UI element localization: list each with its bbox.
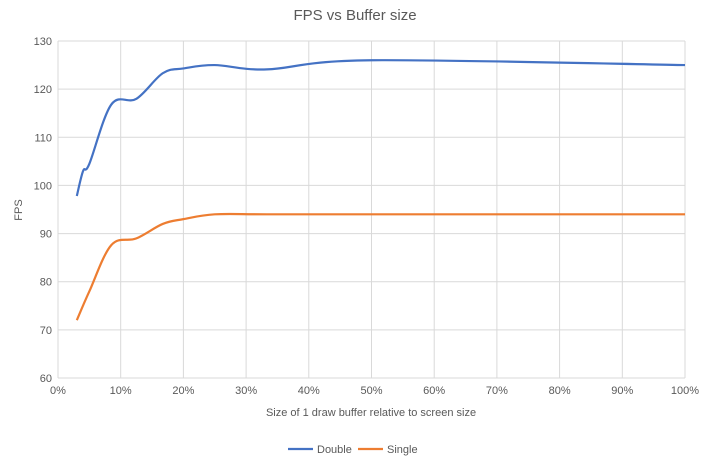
legend-label: Single xyxy=(387,444,418,456)
y-tick-label: 80 xyxy=(40,277,52,289)
legend: Double Single xyxy=(288,444,418,456)
x-tick-label: 60% xyxy=(423,385,445,397)
chart-title: FPS vs Buffer size xyxy=(293,7,416,24)
x-axis-label: Size of 1 draw buffer relative to screen… xyxy=(266,407,476,419)
y-tick-label: 90 xyxy=(40,229,52,241)
y-tick-label: 130 xyxy=(34,36,52,48)
y-tick-label: 70 xyxy=(40,325,52,337)
y-tick-label: 110 xyxy=(34,132,52,144)
y-tick-label: 100 xyxy=(34,180,52,192)
x-tick-label: 30% xyxy=(235,385,257,397)
y-tick-label: 60 xyxy=(40,373,52,385)
series-line-single xyxy=(75,212,685,321)
x-tick-label: 100% xyxy=(671,385,699,397)
x-tick-label: 40% xyxy=(298,385,320,397)
x-tick-label: 80% xyxy=(549,385,571,397)
legend-label: Double xyxy=(317,444,352,456)
x-tick-label: 50% xyxy=(360,385,382,397)
x-tick-label: 90% xyxy=(611,385,633,397)
series-line-double xyxy=(75,59,686,197)
x-tick-label: 10% xyxy=(110,385,132,397)
x-tick-label: 20% xyxy=(172,385,194,397)
y-tick-label: 120 xyxy=(34,84,52,96)
x-tick-label: 0% xyxy=(50,385,66,397)
y-axis-label: FPS xyxy=(13,199,25,220)
x-tick-label: 70% xyxy=(486,385,508,397)
